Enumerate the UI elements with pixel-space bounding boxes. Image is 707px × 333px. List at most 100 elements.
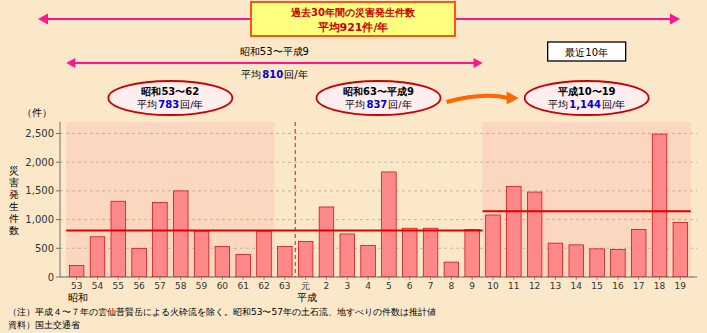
grid-line xyxy=(60,133,697,134)
x-tick xyxy=(284,277,285,280)
bars xyxy=(66,134,691,277)
y-label-char: 生 xyxy=(9,201,19,212)
average-line xyxy=(483,210,691,212)
y-tick-label: 0 xyxy=(48,272,54,283)
bar xyxy=(611,249,626,277)
period-average-prefix: 平均 xyxy=(345,99,365,110)
x-tick xyxy=(617,277,618,280)
y-tick xyxy=(56,162,60,163)
period-value: 810 xyxy=(262,69,283,80)
x-tick-label: 19 xyxy=(675,281,687,291)
period-average-title: 昭和53〜62 xyxy=(141,86,199,97)
recent-box xyxy=(548,42,626,61)
note: （注）平成４〜７年の雲仙普賢岳による火砕流を除く。昭和53〜57年の土石流、地す… xyxy=(8,307,436,317)
y-label: 災害発生件数 xyxy=(9,165,19,236)
y-label-char: 災 xyxy=(9,165,19,176)
recent-label: 最近10年 xyxy=(565,47,608,58)
grid-line xyxy=(60,277,697,278)
bar xyxy=(319,207,334,277)
x-tick-label: 60 xyxy=(217,281,229,291)
period-average-title: 昭和63〜平成9 xyxy=(343,86,414,97)
y-label-char: 害 xyxy=(9,177,19,188)
bar xyxy=(298,241,313,277)
x-tick-label: 16 xyxy=(612,281,624,291)
bar xyxy=(527,192,542,277)
y-tick-label: 2,000 xyxy=(25,157,54,168)
x-tick-label: 59 xyxy=(196,281,208,291)
bar xyxy=(631,229,646,277)
bar xyxy=(423,228,438,277)
shaded-range xyxy=(483,122,691,277)
y-axis xyxy=(60,122,61,277)
y-tick xyxy=(56,190,60,191)
period-arrow xyxy=(73,62,475,64)
note: 資料）国土交通省 xyxy=(8,320,80,330)
background xyxy=(0,0,707,333)
bar xyxy=(569,245,584,277)
x-tick-label: 9 xyxy=(469,281,475,291)
x-tick xyxy=(472,277,473,280)
x-tick xyxy=(139,277,140,280)
bar xyxy=(590,249,605,277)
x-tick-label: 63 xyxy=(279,281,290,291)
period-average-value: 837 xyxy=(366,99,387,110)
x-tick xyxy=(451,277,452,280)
y-label-char: 発 xyxy=(9,189,19,200)
x-tick xyxy=(430,277,431,280)
trend-arrow xyxy=(447,96,509,102)
bar xyxy=(340,234,355,277)
y-label-char: 件 xyxy=(9,213,19,224)
x-tick xyxy=(243,277,244,280)
grid-line xyxy=(60,190,697,191)
x-tick-label: 元 xyxy=(301,281,310,291)
x-tick-label: 11 xyxy=(508,281,519,291)
period-average-ellipse xyxy=(317,81,441,115)
bar xyxy=(507,186,522,277)
chart: 05001,0001,5002,0002,5005354555657585960… xyxy=(0,0,707,333)
period-average-suffix: 回/年 xyxy=(388,99,411,110)
x-tick xyxy=(347,277,348,280)
period-average-suffix: 回/年 xyxy=(602,99,625,110)
x-tick xyxy=(159,277,160,280)
period-average-prefix: 平均 xyxy=(137,99,157,110)
grid-line xyxy=(60,162,697,163)
y-tick-label: 1,000 xyxy=(25,214,54,225)
x-tick-label: 5 xyxy=(386,281,392,291)
x-tick xyxy=(201,277,202,280)
x-tick xyxy=(388,277,389,280)
era-label: 平成 xyxy=(297,292,317,303)
x-tick-label: 2 xyxy=(324,281,330,291)
period-average-prefix: 平均 xyxy=(548,99,568,110)
x-tick-label: 57 xyxy=(154,281,165,291)
x-tick xyxy=(576,277,577,280)
x-tick-label: 53 xyxy=(71,281,82,291)
average-line xyxy=(66,230,482,232)
bar xyxy=(194,231,209,277)
x-axis xyxy=(60,277,697,278)
period-average-suffix: 回/年 xyxy=(180,99,203,110)
x-tick xyxy=(492,277,493,280)
period-label: 昭和53〜平成9 xyxy=(240,46,309,57)
unit-label: （件） xyxy=(22,107,52,118)
period-suffix: 回/年 xyxy=(284,69,307,80)
x-tick xyxy=(597,277,598,280)
bar xyxy=(673,222,688,277)
x-tick-label: 58 xyxy=(175,281,187,291)
y-tick-label: 1,500 xyxy=(25,185,54,196)
x-tick-label: 14 xyxy=(571,281,583,291)
x-tick xyxy=(368,277,369,280)
period-arrow-head xyxy=(474,58,483,68)
period-average-ellipse xyxy=(525,81,649,115)
x-tick-label: 62 xyxy=(258,281,269,291)
period-prefix: 平均 xyxy=(241,69,261,80)
x-tick-label: 56 xyxy=(133,281,145,291)
bar xyxy=(153,202,168,277)
x-tick-label: 7 xyxy=(428,281,434,291)
x-tick xyxy=(513,277,514,280)
x-tick xyxy=(326,277,327,280)
summary-text: 平均921件/年 xyxy=(317,21,389,34)
summary-arrow-head xyxy=(670,14,680,25)
x-tick xyxy=(409,277,410,280)
x-tick xyxy=(264,277,265,280)
x-tick xyxy=(180,277,181,280)
